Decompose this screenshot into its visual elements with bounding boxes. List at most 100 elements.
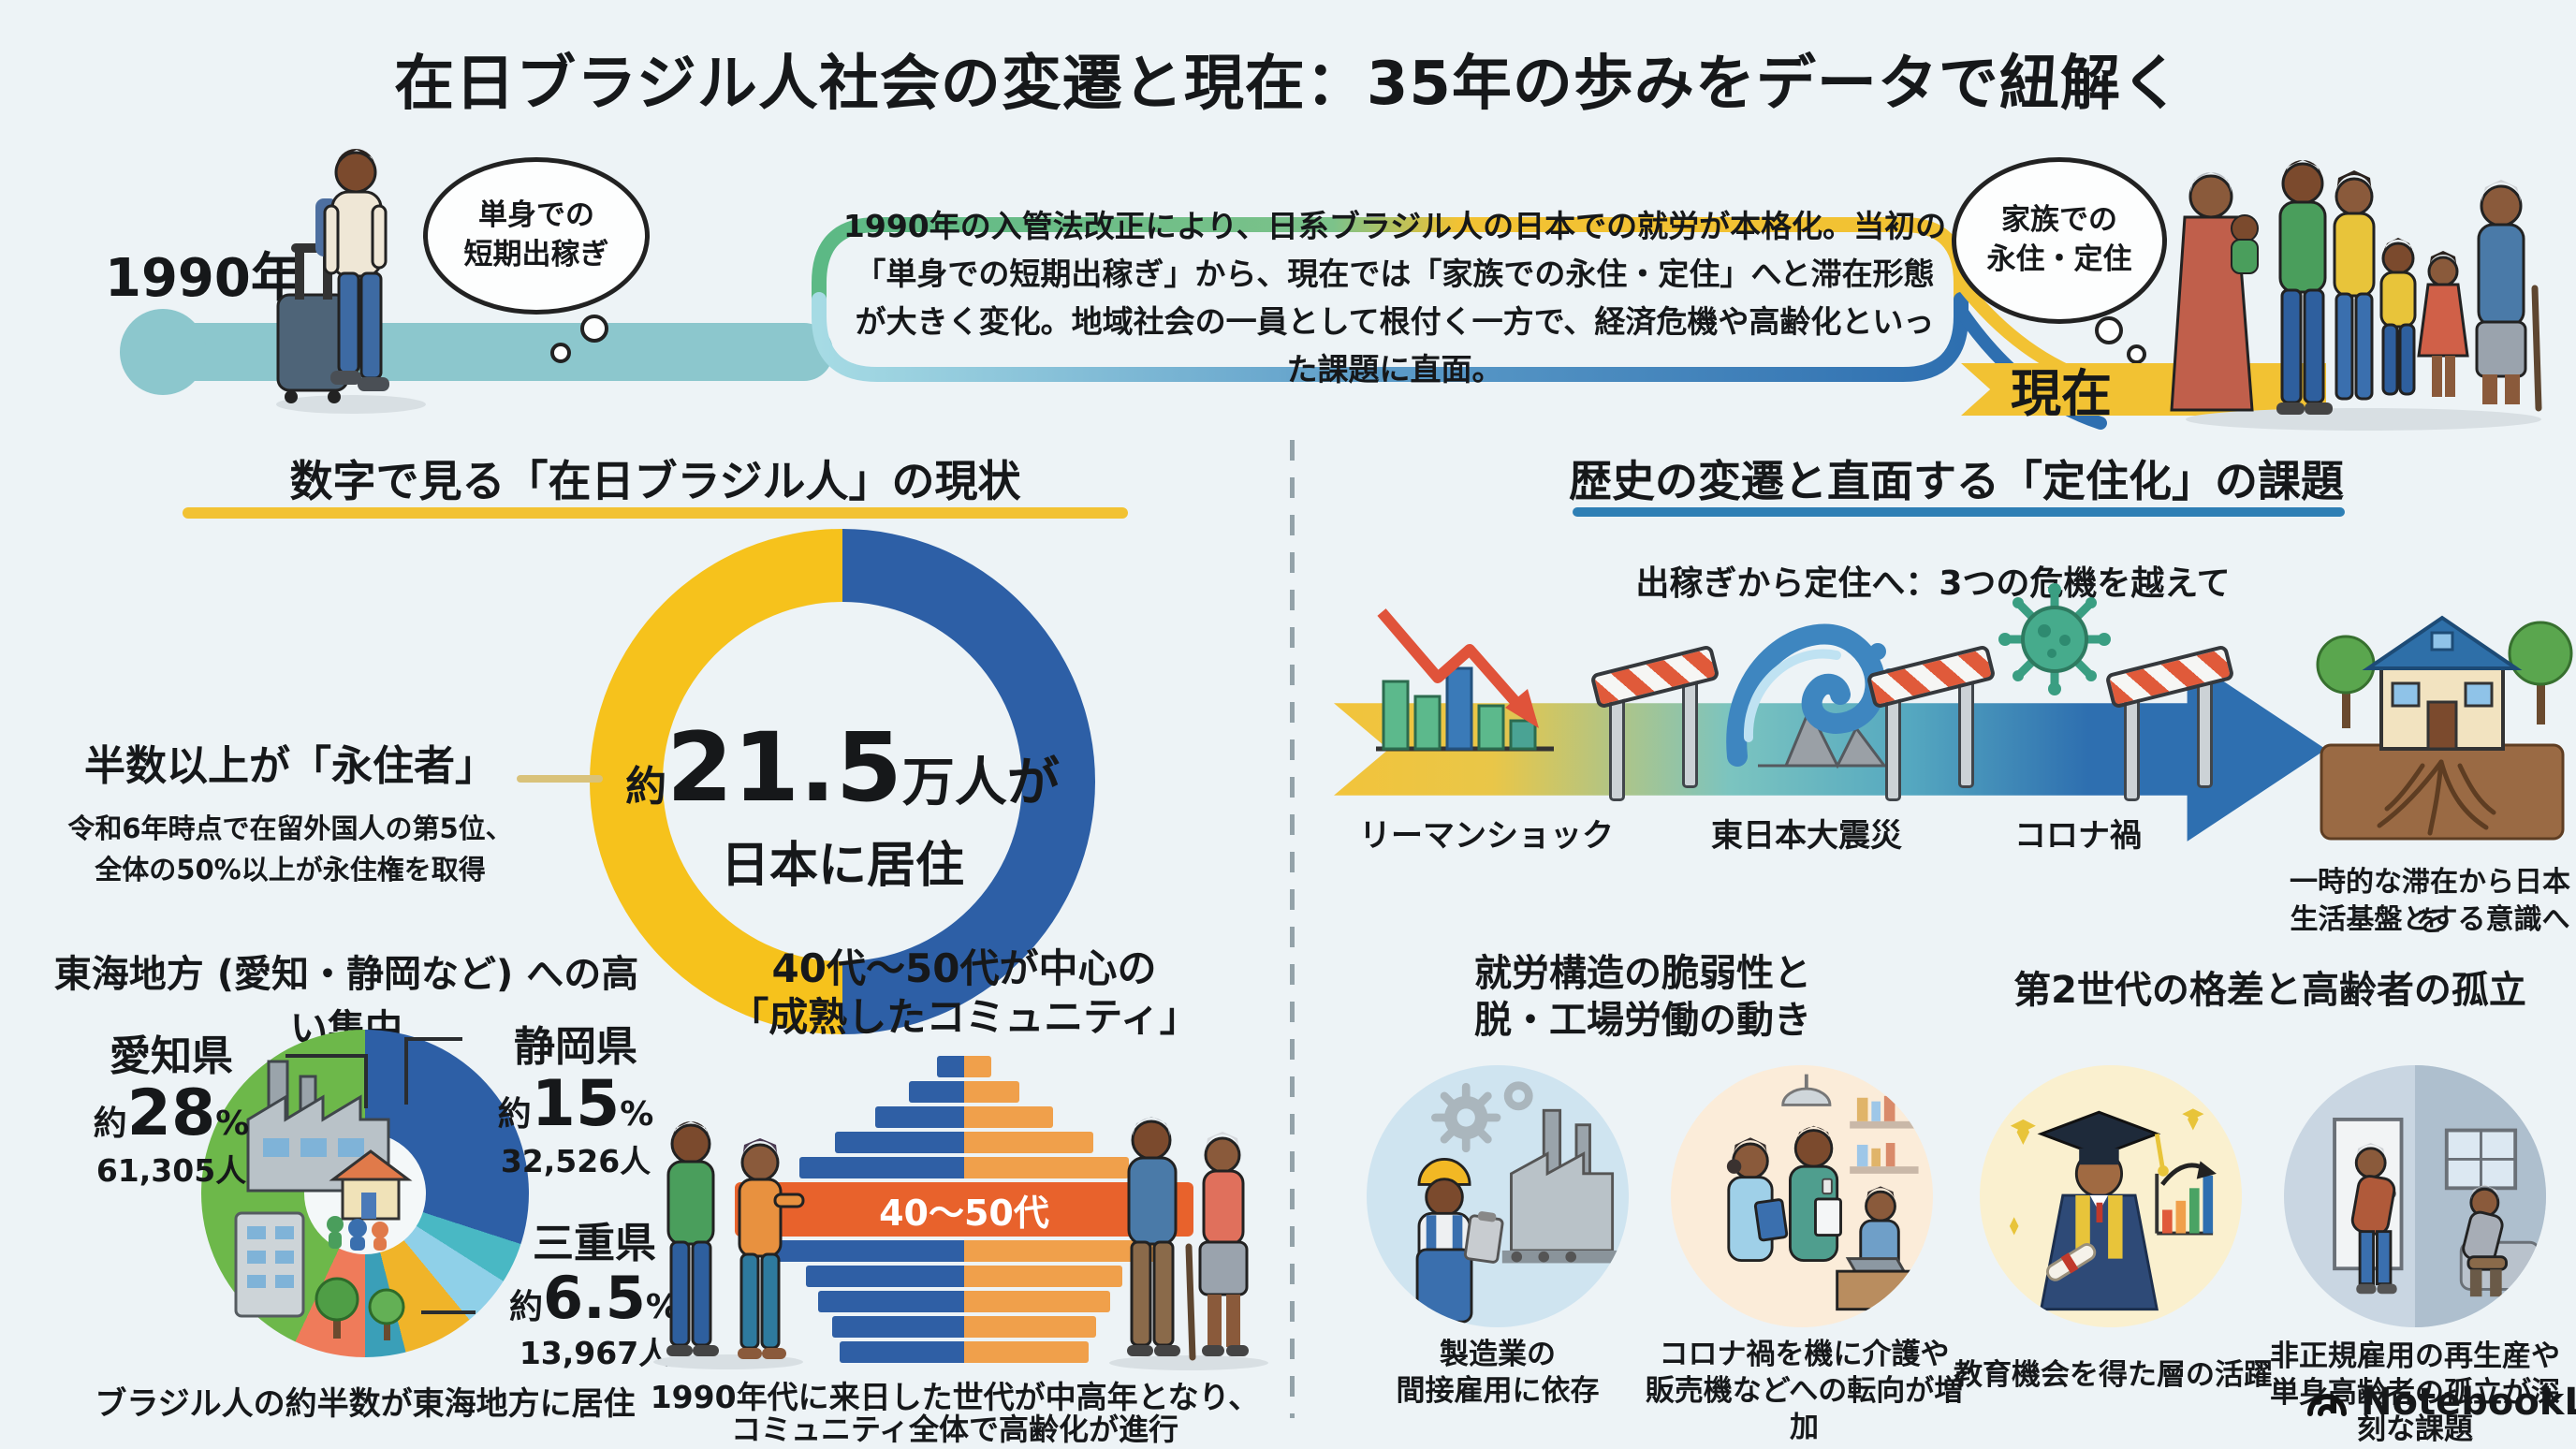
end-bubble-line2: 永住・定住 (1986, 242, 2132, 276)
barrier-icon-1 (1589, 644, 1720, 808)
aichi-leader-v (364, 1054, 368, 1108)
pyramid-row (806, 1266, 1122, 1287)
elderly-caption: 非正規雇用の再生産や 単身高齢者の孤立が深刻な課題 (2256, 1339, 2574, 1447)
trees-icon (315, 1277, 405, 1340)
permanent-note-2: 全体の50%以上が永住権を取得 (95, 854, 486, 886)
notebooklm-label: NotebookLM (2361, 1381, 2576, 1424)
crisis-label-2: 東日本大震災 (1711, 817, 1902, 855)
donut-unit: 万人が (901, 753, 1060, 813)
pyramid-caption-2: コミュニティ全体で高齢化が進行 (730, 1412, 1179, 1447)
end-bubble-dot-1 (2095, 316, 2123, 344)
region-caption: ブラジル人の約半数が東海地方に居住 (95, 1385, 636, 1423)
timeline-now-label: 現在 (2011, 364, 2112, 423)
graduate-circle (1980, 1065, 2242, 1327)
mie-leader-h (421, 1310, 476, 1314)
lehman-shock-icon (1376, 608, 1554, 752)
elderly-isolation-circle (2284, 1065, 2546, 1327)
middle-aged-couple-illustration (653, 1121, 805, 1369)
timeline-start-year: 1990年 (105, 248, 303, 309)
tsunami-icon (1726, 623, 1895, 769)
start-bubble-dot-1 (580, 315, 608, 343)
graduate-caption: 教育機会を得た層の活躍 (1954, 1358, 2273, 1392)
pyramid-header-2: 「成熟したコミュニティ」 (729, 994, 1199, 1040)
mie-name: 三重県 (533, 1220, 656, 1267)
aichi-name: 愛知県 (110, 1032, 233, 1080)
employment-header-1: 就労構造の脆弱性と (1474, 952, 1811, 995)
generation-header: 第2世代の格差と高齢者の孤立 (2013, 969, 2526, 1012)
pyramid-band-label: 40〜50代 (879, 1192, 1049, 1234)
shizuoka-pct: 15 (531, 1067, 621, 1141)
pyramid-row (818, 1291, 1110, 1312)
donut-number: 21.5 (666, 712, 902, 824)
shizuoka-count: 32,526人 (500, 1143, 651, 1179)
pyramid-row (937, 1056, 991, 1077)
pyramid-highlight-band: 40〜50代 (735, 1182, 1193, 1237)
age-pyramid-rows: 40〜50代 (735, 1056, 1193, 1367)
residents-donut-hole (663, 602, 1022, 961)
elderly-caption-line1: 非正規雇用の再生産や (2270, 1339, 2560, 1373)
aichi-leader-h (285, 1054, 368, 1058)
pyramid-row (840, 1341, 1089, 1363)
graduate-illustration (2009, 1108, 2217, 1311)
barrier-icon-3 (2104, 644, 2235, 808)
healthcare-illustration (1726, 1074, 1922, 1311)
donut-line2: 日本に居住 (720, 838, 964, 894)
notebooklm-logo: NotebookLM (2305, 1380, 2576, 1425)
aichi-approx: 約 (93, 1105, 127, 1143)
crisis-subtitle: 出稼ぎから定住へ：3つの危機を越えて (1635, 564, 2231, 603)
region-header: 東海地方 (愛知・静岡など) への高い集中 (53, 953, 639, 1050)
aichi-label: 愛知県 約28% 61,305人 (54, 1022, 288, 1191)
pyramid-header-1: 40代〜50代が中心の (771, 945, 1157, 991)
house-caption-1: 一時的な滞在から日本を (2290, 866, 2570, 938)
aichi-pct-unit: % (215, 1105, 250, 1143)
pyramid-row (909, 1081, 1019, 1103)
end-bubble-dot-2 (2127, 344, 2146, 364)
section-divider (1290, 440, 1295, 1418)
end-bubble-line1: 家族での (2001, 203, 2117, 238)
house-caption-2: 生活基盤とする意識へ (2290, 903, 2570, 936)
pyramid-caption-1: 1990年代に来日した世代が中高年となり、 (650, 1379, 1260, 1415)
permanent-resident-label: 半数以上が「永住者」 (84, 742, 496, 790)
permanent-label-connector (517, 775, 603, 783)
start-bubble-line1: 単身での (478, 198, 594, 233)
healthcare-caption: コロナ禍を機に介護や 販売機などへの転向が増加 (1643, 1337, 1966, 1445)
pyramid-row (835, 1132, 1093, 1153)
employment-header-2: 脱・工場労働の動き (1474, 999, 1811, 1042)
start-bubble-dot-2 (550, 343, 571, 363)
crisis-label-1: リーマンショック (1359, 817, 1614, 855)
pyramid-row (875, 1106, 1053, 1128)
donut-approx: 約 (625, 763, 667, 811)
mie-pct: 6.5 (543, 1264, 646, 1332)
settled-house-icon (2316, 615, 2573, 841)
aichi-count: 61,305人 (95, 1152, 247, 1189)
residents-donut-center: 約21.5万人が 日本に居住 (608, 721, 1076, 896)
history-section-header: 歴史の変遷と直面する「定住化」の課題 (1569, 456, 2344, 506)
timeline-summary: 1990年の入管法改正により、日系ブラジル人の日本での就労が本格化。当初の「単身… (842, 207, 1947, 388)
factory-caption: 製造業の 間接雇用に依存 (1367, 1337, 1629, 1410)
stats-header-underline (183, 507, 1128, 519)
page-title: 在日ブラジル人社会の変遷と現在：35年の歩みをデータで紐解く (394, 50, 2182, 119)
elderly-isolation-illustration (2333, 1065, 2546, 1327)
virus-icon (1998, 583, 2111, 695)
factory-caption-line2: 間接雇用に依存 (1396, 1373, 1600, 1408)
pyramid-row (768, 1240, 1161, 1262)
house-people-icon (327, 1149, 413, 1251)
building-icon (234, 1211, 305, 1318)
aichi-pct: 28 (126, 1076, 216, 1150)
mie-approx: 約 (509, 1288, 544, 1326)
timeline-start-dot (120, 309, 206, 395)
mie-count: 13,967人 (519, 1335, 670, 1371)
healthcare-caption-line2: 販売機などへの転向が増加 (1645, 1373, 1964, 1444)
traveler-1990-illustration (276, 149, 426, 414)
history-header-underline (1573, 507, 2345, 517)
timeline-now-band (1961, 363, 2326, 416)
factory-worker-circle (1367, 1065, 1629, 1327)
start-bubble-line2: 短期出稼ぎ (463, 238, 609, 271)
mie-label: 三重県 約6.5% 13,967人 (473, 1209, 716, 1373)
elderly-caption-line2: 単身高齢者の孤立が深刻な課題 (2270, 1375, 2560, 1446)
pyramid-row (799, 1157, 1129, 1178)
permanent-note-1: 令和6年時点で在留外国人の第5位、 (67, 812, 513, 844)
shizuoka-leader-v (404, 1037, 408, 1105)
factory-caption-line1: 製造業の (1440, 1338, 1556, 1371)
